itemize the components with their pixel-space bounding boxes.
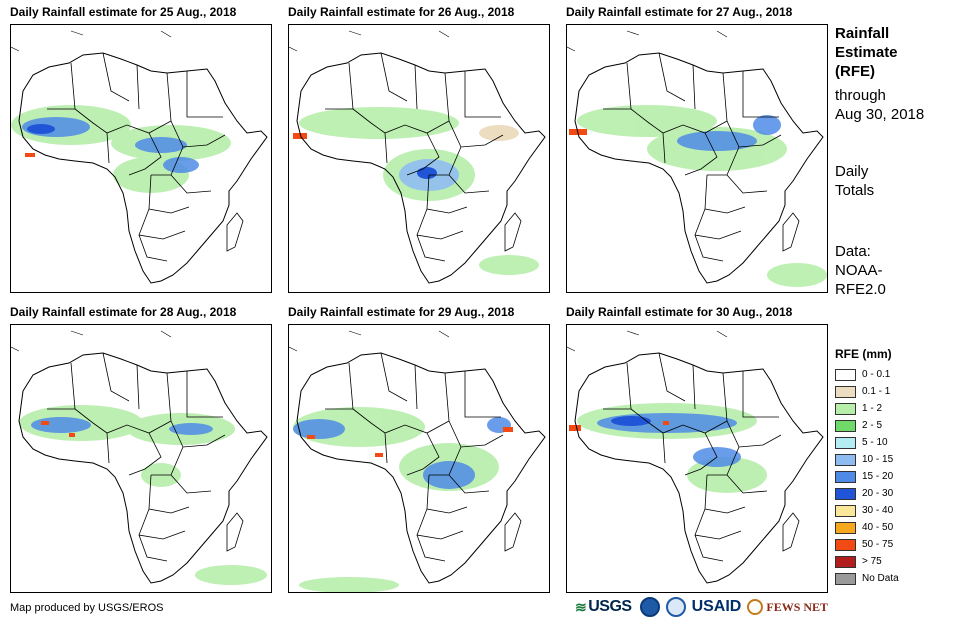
rfe-title: Rainfall Estimate (RFE) [835, 24, 898, 81]
legend-swatch [835, 470, 856, 483]
rainfall-panel-26-aug: Daily Rainfall estimate for 26 Aug., 201… [288, 4, 550, 293]
legend-swatch [835, 385, 856, 398]
rfe-title-line2: Estimate [835, 44, 898, 61]
panel-title: Daily Rainfall estimate for 26 Aug., 201… [288, 5, 515, 19]
fews-net-logo: FEWS NET [747, 599, 828, 615]
daily-totals-line1: Daily [835, 163, 869, 180]
rainfall-map [10, 24, 272, 293]
usgs-logo-text: USGS [588, 598, 632, 615]
fews-logo-text: FEWS NET [766, 599, 829, 614]
through-date-value: Aug 30, 2018 [835, 106, 925, 123]
rainfall-panel-30-aug: Daily Rainfall estimate for 30 Aug., 201… [566, 304, 828, 593]
rainfall-map [288, 24, 550, 293]
usgs-wave-icon: ≋ [575, 598, 587, 615]
rfe-title-line1: Rainfall [835, 25, 890, 42]
rainfall-map [10, 324, 272, 593]
legend-label: > 75 [862, 556, 882, 567]
africa-map-svg [11, 330, 268, 585]
legend-swatch [835, 538, 856, 551]
africa-map-svg [11, 30, 268, 284]
legend-swatch [835, 487, 856, 500]
legend-swatch [835, 402, 856, 415]
doi-seal-icon [665, 597, 686, 617]
legend-item: 40 - 50 [835, 519, 899, 536]
data-source-line1: Data: [835, 243, 871, 260]
legend-swatch [835, 453, 856, 466]
africa-map-svg [289, 330, 546, 592]
legend-item: 50 - 75 [835, 536, 899, 553]
legend-item: No Data [835, 570, 899, 587]
rfe-title-line3: (RFE) [835, 63, 875, 80]
africa-map-svg [289, 30, 546, 284]
panel-title: Daily Rainfall estimate for 28 Aug., 201… [10, 305, 237, 319]
usgs-logo: ≋ USGS [575, 598, 632, 616]
legend-label: 2 - 5 [862, 420, 883, 431]
legend-label: 40 - 50 [862, 522, 894, 533]
rainfall-map [288, 324, 550, 593]
fews-globe-icon [747, 599, 764, 615]
through-date: through Aug 30, 2018 [835, 86, 924, 124]
panel-title: Daily Rainfall estimate for 30 Aug., 201… [566, 305, 793, 319]
legend-swatch [835, 521, 856, 534]
rainfall-map [566, 324, 828, 593]
legend-item: 2 - 5 [835, 417, 899, 434]
legend-item: 10 - 15 [835, 451, 899, 468]
legend-label: 1 - 2 [862, 403, 883, 414]
legend-swatch [835, 555, 856, 568]
logos: ≋ USGS USAID FEWS NET [575, 594, 828, 620]
through-label: through [835, 87, 886, 104]
rainfall-panel-29-aug: Daily Rainfall estimate for 29 Aug., 201… [288, 304, 550, 593]
legend-label: 30 - 40 [862, 505, 894, 516]
map-credit: Map produced by USGS/EROS [10, 602, 164, 614]
daily-totals: Daily Totals [835, 162, 874, 200]
daily-totals-line2: Totals [835, 182, 875, 199]
legend-item: 0.1 - 1 [835, 383, 899, 400]
legend-item: 1 - 2 [835, 400, 899, 417]
rainfall-panel-28-aug: Daily Rainfall estimate for 28 Aug., 201… [10, 304, 272, 593]
legend-title: RFE (mm) [835, 347, 892, 361]
legend-item: 15 - 20 [835, 468, 899, 485]
legend-label: 0.1 - 1 [862, 386, 891, 397]
legend-swatch [835, 436, 856, 449]
legend-item: > 75 [835, 553, 899, 570]
legend-swatch [835, 419, 856, 432]
panel-title: Daily Rainfall estimate for 27 Aug., 201… [566, 5, 793, 19]
legend-label: 50 - 75 [862, 539, 894, 550]
legend-label: 15 - 20 [862, 471, 894, 482]
legend-swatch [835, 368, 856, 381]
rainfall-panel-27-aug: Daily Rainfall estimate for 27 Aug., 201… [566, 4, 828, 293]
legend-label: 10 - 15 [862, 454, 894, 465]
legend-label: No Data [862, 573, 899, 584]
noaa-seal-icon [639, 597, 660, 617]
panel-title: Daily Rainfall estimate for 29 Aug., 201… [288, 305, 515, 319]
rainfall-panel-25-aug: Daily Rainfall estimate for 25 Aug., 201… [10, 4, 272, 293]
rainfall-map [566, 24, 828, 293]
data-source-line3: RFE2.0 [835, 281, 886, 298]
legend-label: 5 - 10 [862, 437, 888, 448]
legend-item: 0 - 0.1 [835, 366, 899, 383]
legend-item: 20 - 30 [835, 485, 899, 502]
africa-map-svg [567, 30, 827, 287]
legend-swatch [835, 572, 856, 585]
legend-label: 20 - 30 [862, 488, 894, 499]
legend-item: 5 - 10 [835, 434, 899, 451]
legend-item: 30 - 40 [835, 502, 899, 519]
data-source: Data: NOAA- RFE2.0 [835, 242, 886, 299]
legend-label: 0 - 0.1 [862, 369, 891, 380]
legend: 0 - 0.1 0.1 - 1 1 - 2 2 - 5 5 - 10 10 - 15 15 … [835, 366, 899, 587]
usaid-logo: USAID [691, 598, 742, 615]
legend-swatch [835, 504, 856, 517]
africa-map-svg [567, 330, 824, 584]
data-source-line2: NOAA- [835, 262, 883, 279]
panel-title: Daily Rainfall estimate for 25 Aug., 201… [10, 5, 237, 19]
